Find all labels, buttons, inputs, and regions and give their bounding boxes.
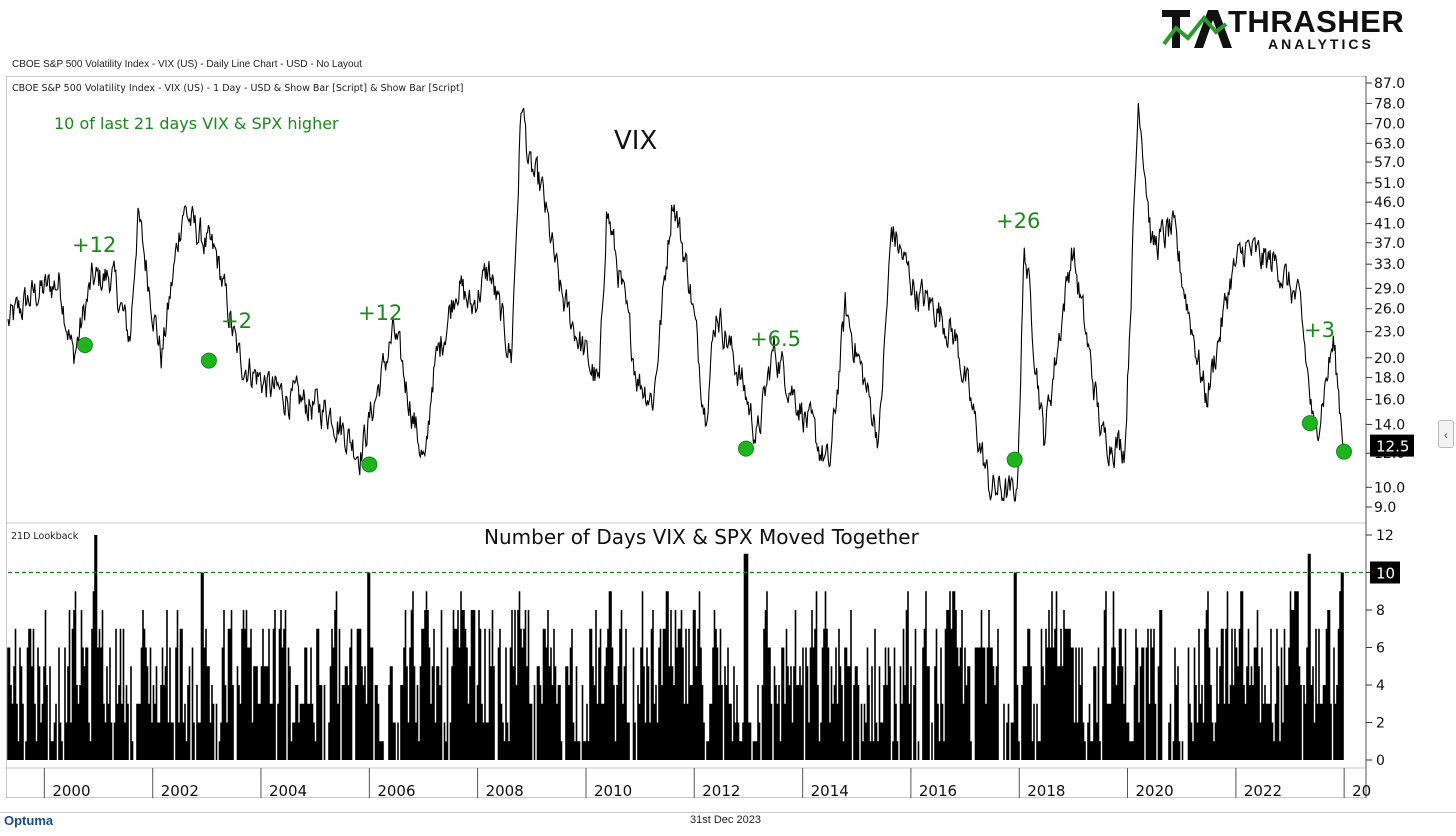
thrasher-logo-mark — [1162, 10, 1232, 48]
vix-y-tick-label: 37.0 — [1374, 236, 1405, 252]
vix-y-tick-label: 20.0 — [1374, 351, 1405, 367]
vix-y-axis: 87.0 78.0 70.0 63.0 57.0 51.0 46.0 41.0 37.0 33.0… — [1366, 76, 1414, 516]
x-tick-label: 2014 — [811, 782, 849, 800]
bars-last-value-box — [1370, 561, 1400, 584]
vix-y-tick-label: 70.0 — [1374, 117, 1405, 133]
bars-last-value: 10 — [1376, 565, 1395, 583]
signal-label: +12 — [358, 301, 402, 325]
vix-y-tick-label: 51.0 — [1374, 176, 1405, 192]
x-tick-label: 2000 — [52, 782, 90, 800]
signal-dot — [200, 352, 217, 369]
bars-group — [7, 535, 1366, 760]
vix-y-tick-label: 26.0 — [1374, 302, 1405, 318]
bars-panel-label: 21D Lookback — [11, 531, 79, 542]
vix-y-tick-label: 9.0 — [1374, 500, 1396, 516]
x-tick-label: 2010 — [594, 782, 632, 800]
footer-bar — [0, 812, 1456, 836]
x-tick-label: 2002 — [161, 782, 199, 800]
signal-dot — [1336, 443, 1352, 460]
signal-dot — [1006, 451, 1023, 468]
bars-y-tick-label: 2 — [1376, 716, 1385, 732]
vix-y-tick-label: 33.0 — [1374, 257, 1405, 273]
bars-y-axis: 12108642010 — [1366, 528, 1400, 769]
signal-label: +3 — [1304, 318, 1335, 342]
bars-y-tick-label: 8 — [1376, 603, 1385, 619]
signal-label: +26 — [996, 209, 1040, 233]
vix-last-value: 12.5 — [1376, 438, 1409, 456]
vix-y-tick-label: 29.0 — [1374, 281, 1405, 297]
signal-dot — [1301, 415, 1318, 432]
bars-y-tick-label: 0 — [1376, 753, 1385, 769]
vix-y-tick-label: 10.0 — [1374, 480, 1405, 496]
vix-y-tick-label: 57.0 — [1374, 155, 1405, 171]
chart-frame — [6, 76, 1366, 798]
x-tick-label: 2004 — [269, 782, 307, 800]
logo-name: THRASHER — [1228, 4, 1405, 39]
x-tick-label: 2018 — [1027, 782, 1065, 800]
x-tick-label: 2006 — [377, 782, 415, 800]
x-tick-label: 2016 — [919, 782, 957, 800]
vix-title: VIX — [614, 126, 657, 156]
vix-subtitle: 10 of last 21 days VIX & SPX higher — [54, 114, 339, 133]
x-tick-label: 20 — [1352, 782, 1371, 800]
collapse-panel-button[interactable]: ‹ — [1438, 420, 1454, 448]
vix-line-group — [7, 103, 1345, 502]
vix-y-tick-label: 46.0 — [1374, 195, 1405, 211]
footer-date: 31st Dec 2023 — [690, 814, 761, 826]
x-tick-label: 2008 — [486, 782, 524, 800]
vix-y-tick-label: 18.0 — [1374, 370, 1405, 386]
chart-title: CBOE S&P 500 Volatility Index - VIX (US)… — [12, 59, 362, 70]
bars-y-tick-label: 4 — [1376, 678, 1385, 694]
count-bars — [7, 535, 1344, 760]
vix-y-tick-label: 14.0 — [1374, 417, 1405, 433]
signal-label: +2 — [221, 309, 252, 333]
signal-dot — [737, 440, 754, 457]
vix-y-tick-label: 23.0 — [1374, 325, 1405, 341]
bars-y-tick-label: 12 — [1376, 528, 1394, 544]
vix-y-tick-label: 63.0 — [1374, 136, 1405, 152]
x-tick-label: 2012 — [702, 782, 740, 800]
bars-title: Number of Days VIX & SPX Moved Together — [484, 525, 920, 549]
vix-y-tick-label: 41.0 — [1374, 217, 1405, 233]
x-axis: 2000 2002 2004 2006 2008 2010 2012 2014 2016 2018… — [43, 768, 1371, 800]
optuma-logo: Optuma — [4, 813, 54, 828]
x-tick-label: 2020 — [1136, 782, 1174, 800]
vix-panel-label: CBOE S&P 500 Volatility Index - VIX (US)… — [12, 83, 463, 94]
vix-last-value-box — [1370, 434, 1414, 457]
vix-line — [7, 103, 1345, 502]
signal-dot — [76, 337, 93, 354]
chart-canvas: CBOE S&P 500 Volatility Index - VIX (US)… — [6, 76, 1414, 800]
bars-y-tick-label: 6 — [1376, 641, 1385, 657]
vix-y-tick-label: 16.0 — [1374, 392, 1405, 408]
signal-label: +12 — [72, 233, 116, 257]
x-tick-label: 2022 — [1244, 782, 1282, 800]
logo-subname: ANALYTICS — [1268, 36, 1374, 52]
vix-y-tick-label: 87.0 — [1374, 76, 1405, 92]
vix-y-tick-label: 78.0 — [1374, 96, 1405, 112]
vix-signals: +12 +2 +12 +6.5 +26 +3 — [72, 209, 1352, 473]
signal-dot — [361, 456, 378, 473]
signal-label: +6.5 — [750, 327, 801, 351]
